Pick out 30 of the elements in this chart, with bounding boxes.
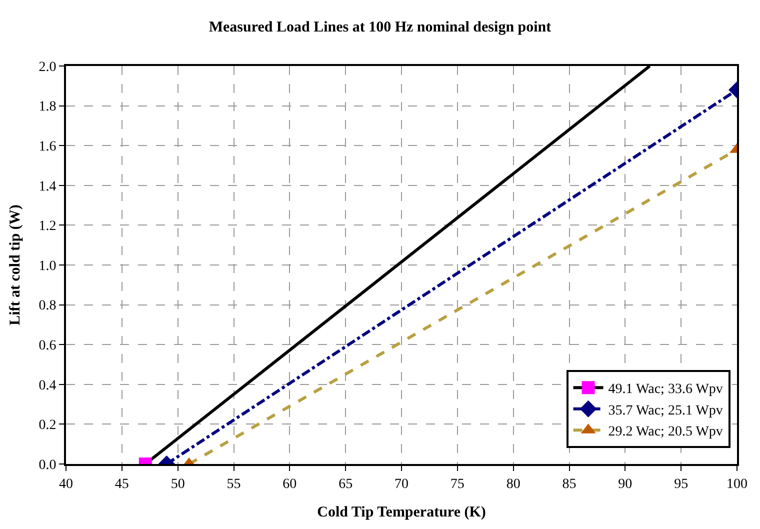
legend-label: 29.2 Wac; 20.5 Wpv xyxy=(608,424,723,440)
x-tick-label: 70 xyxy=(394,476,408,492)
x-tick-label: 45 xyxy=(114,476,129,492)
y-tick-label: 0.4 xyxy=(38,378,56,394)
x-tick-label: 95 xyxy=(674,476,688,492)
x-tick-label: 75 xyxy=(450,476,464,492)
y-tick-label: 0.2 xyxy=(38,418,56,434)
x-tick-label: 40 xyxy=(59,476,73,492)
x-tick-label: 100 xyxy=(726,476,748,492)
x-tick-label: 60 xyxy=(282,476,297,492)
y-tick-label: 0.0 xyxy=(38,458,56,473)
y-tick-label: 1.6 xyxy=(38,140,56,154)
chart-title: Measured Load Lines at 100 Hz nominal design point xyxy=(208,20,552,36)
y-tick-label: 1.4 xyxy=(38,179,56,194)
x-axis-title: Cold Tip Temperature (K) xyxy=(317,504,486,520)
x-tick-label: 55 xyxy=(226,476,241,492)
y-tick-label: 2.0 xyxy=(38,60,56,75)
x-tick-label: 85 xyxy=(562,476,576,492)
x-tick-label: 80 xyxy=(506,476,520,492)
y-tick-label: 1.0 xyxy=(38,258,56,274)
y-tick-label: 0.8 xyxy=(38,298,56,314)
x-tick-label: 90 xyxy=(618,476,632,492)
y-tick-label: 1.2 xyxy=(38,219,56,234)
y-tick-label: 0.6 xyxy=(38,338,56,354)
y-tick-label: 1.8 xyxy=(38,100,56,115)
legend-label: 49.1 Wac; 33.6 Wpv xyxy=(608,382,723,398)
y-axis-title: Lift at cold tip (W) xyxy=(7,204,24,326)
x-tick-label: 65 xyxy=(338,476,353,492)
x-tick-label: 50 xyxy=(170,476,185,492)
legend-label: 35.7 Wac; 25.1 Wpv xyxy=(608,403,723,418)
